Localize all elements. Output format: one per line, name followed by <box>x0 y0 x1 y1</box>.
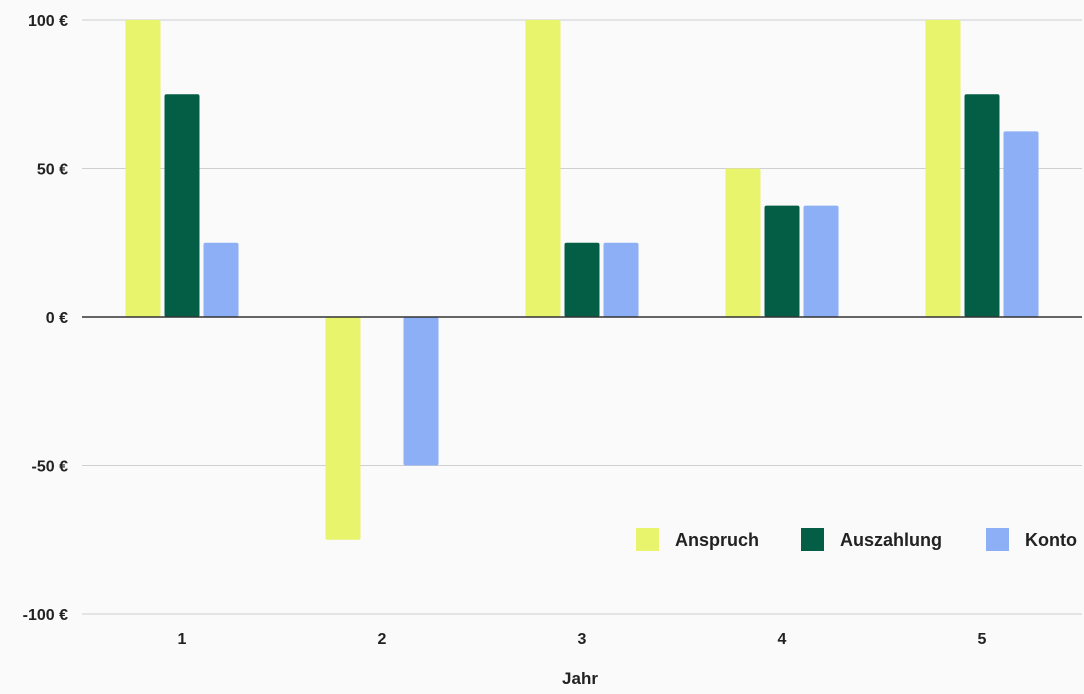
bar-auszahlung-3 <box>564 242 600 317</box>
bar-anspruch-3 <box>525 20 561 317</box>
axes: 100 € 50 € 0 € -50 € -100 € 1 2 3 4 5 <box>23 13 1082 648</box>
y-tick-label: 0 € <box>46 310 68 327</box>
x-tick-label: 4 <box>778 631 787 648</box>
legend-swatch-auszahlung <box>801 528 824 551</box>
legend-swatch-konto <box>986 528 1009 551</box>
bar-auszahlung-1 <box>164 94 200 317</box>
bar-auszahlung-4 <box>764 205 800 317</box>
x-axis-title: Jahr <box>562 669 598 688</box>
bar-anspruch-4 <box>725 168 761 317</box>
bar-konto-1 <box>203 242 239 317</box>
x-tick-label: 2 <box>378 631 387 648</box>
legend: Anspruch Auszahlung Konto <box>636 528 1077 551</box>
y-tick-label: -50 € <box>32 459 69 476</box>
x-tick-label: 5 <box>978 631 987 648</box>
legend-label-anspruch: Anspruch <box>675 530 759 550</box>
bars <box>125 20 1039 540</box>
bar-anspruch-5 <box>925 20 961 317</box>
bar-konto-3 <box>603 242 639 317</box>
x-tick-label: 1 <box>178 631 187 648</box>
y-tick-label: 100 € <box>28 13 68 30</box>
bar-anspruch-2 <box>325 317 361 540</box>
x-tick-label: 3 <box>578 631 587 648</box>
gridlines <box>82 19 1082 615</box>
legend-swatch-anspruch <box>636 528 659 551</box>
bar-auszahlung-5 <box>964 94 1000 317</box>
bar-konto-4 <box>803 205 839 317</box>
legend-label-auszahlung: Auszahlung <box>840 530 942 550</box>
bar-anspruch-1 <box>125 20 161 317</box>
legend-label-konto: Konto <box>1025 530 1077 550</box>
bar-konto-2 <box>403 317 439 466</box>
y-tick-label: 50 € <box>37 162 68 179</box>
bar-konto-5 <box>1003 131 1039 317</box>
y-tick-label: -100 € <box>23 607 68 624</box>
